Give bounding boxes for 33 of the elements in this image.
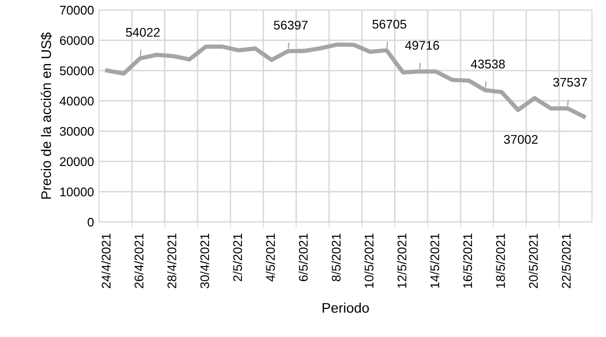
x-tick-label: 16/5/2021 — [462, 234, 472, 288]
x-tick-label: 28/4/2021 — [167, 234, 176, 288]
x-tick-label: 30/4/2021 — [200, 234, 210, 288]
data-label: 49716 — [405, 40, 440, 50]
y-axis-title: Precio de la acción en US$ — [40, 32, 52, 199]
y-tick-label: 50000 — [60, 66, 94, 76]
y-tick-label: 70000 — [60, 6, 94, 15]
x-tick-label: 18/5/2021 — [496, 234, 505, 288]
x-tick-label: 26/4/2021 — [134, 234, 144, 288]
x-tick-label: 22/5/2021 — [562, 234, 571, 288]
y-tick-label: 0 — [88, 218, 94, 227]
x-tick-label: 6/5/2021 — [298, 234, 308, 282]
x-tick-label: 2/5/2021 — [232, 234, 242, 282]
data-label: 56397 — [274, 20, 308, 30]
x-axis-title: Periodo — [322, 302, 369, 313]
x-tick-label: 10/5/2021 — [364, 234, 374, 288]
y-tick-label: 10000 — [60, 188, 94, 196]
y-tick-label: 20000 — [60, 157, 94, 166]
data-label: 54022 — [126, 28, 160, 37]
data-label: 37002 — [504, 134, 538, 144]
x-tick-label: 8/5/2021 — [331, 234, 341, 282]
x-tick-label: 20/5/2021 — [528, 234, 538, 288]
data-label: 56705 — [372, 20, 406, 29]
line-series — [105, 42, 586, 119]
x-tick-label: 24/4/2021 — [101, 234, 111, 288]
y-tick-label: 60000 — [60, 36, 94, 45]
x-tick-label: 12/5/2021 — [397, 234, 406, 288]
y-tick-label: 40000 — [60, 96, 94, 106]
x-tick-label: 4/5/2021 — [266, 234, 275, 282]
data-label: 37537 — [553, 78, 587, 87]
data-label: 43538 — [470, 60, 505, 68]
x-tick-label: 14/5/2021 — [430, 234, 440, 288]
y-tick-label: 30000 — [60, 126, 94, 136]
